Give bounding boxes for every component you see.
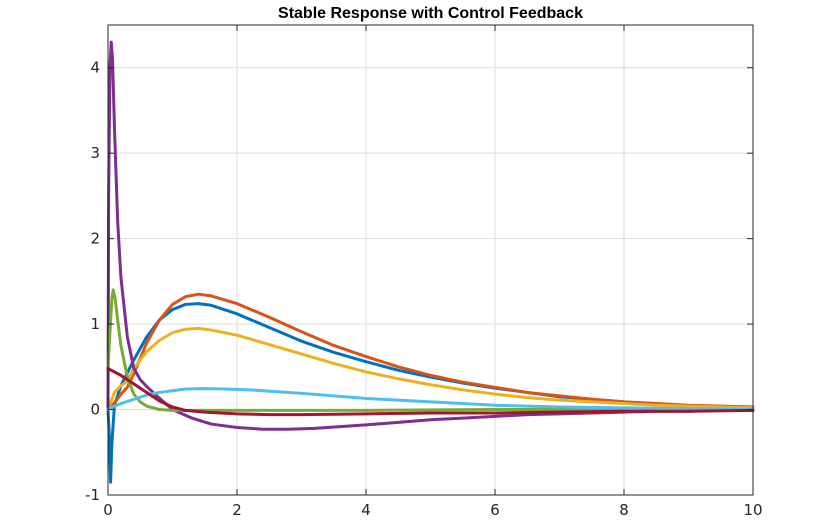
- plot-border: [107, 24, 754, 496]
- x-tick-label: 6: [490, 501, 500, 519]
- x-tick-label: 2: [232, 501, 242, 519]
- series-line-3: [106, 326, 755, 412]
- series-line-2: [106, 292, 755, 412]
- chart-title: Stable Response with Control Feedback: [278, 5, 583, 22]
- y-tick-label: 0: [90, 401, 100, 419]
- series-line-5: [106, 288, 755, 412]
- y-tick-label: 2: [90, 230, 100, 248]
- series-lines: [106, 40, 755, 484]
- y-tick-label: 4: [90, 59, 100, 77]
- x-tick-label: 0: [103, 501, 113, 519]
- series-line-6: [106, 387, 755, 412]
- y-tick-label: 1: [90, 315, 100, 333]
- series-line-7: [106, 367, 755, 417]
- x-tick-label: 4: [361, 501, 371, 519]
- y-tick-label: -1: [85, 486, 100, 504]
- x-tick-label: 8: [619, 501, 629, 519]
- y-tick-label: 3: [90, 144, 100, 162]
- x-tick-label: 10: [743, 501, 762, 519]
- plot-area: [108, 25, 753, 495]
